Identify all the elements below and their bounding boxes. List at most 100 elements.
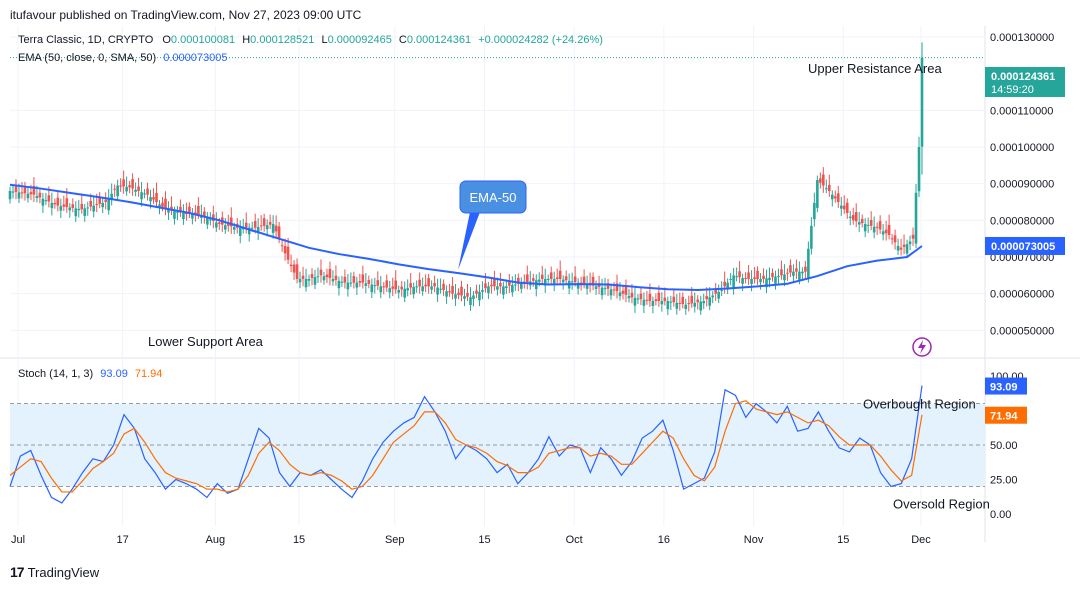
candle-body bbox=[729, 279, 732, 280]
candle-body bbox=[863, 224, 867, 232]
candle-body bbox=[74, 208, 78, 217]
candle-body bbox=[678, 302, 682, 304]
candle-body bbox=[744, 278, 747, 280]
candle-body bbox=[352, 276, 356, 283]
candle-body bbox=[313, 277, 317, 285]
candle-body bbox=[636, 298, 640, 300]
candle-body bbox=[397, 290, 401, 293]
candle-body bbox=[59, 206, 63, 211]
candle-body bbox=[666, 301, 670, 310]
candle-body bbox=[215, 222, 218, 228]
candle-body bbox=[44, 200, 48, 202]
candle-body bbox=[804, 266, 807, 272]
candle-body bbox=[621, 290, 625, 294]
candle-body bbox=[487, 286, 490, 294]
candle-body bbox=[478, 291, 481, 301]
candle-body bbox=[206, 217, 209, 225]
candle-body bbox=[247, 227, 251, 235]
candle-body bbox=[80, 203, 84, 210]
candle-body bbox=[289, 264, 293, 267]
symbol-legend: Terra Classic, 1D, CRYPTO O0.000100081 H… bbox=[18, 34, 603, 46]
candle-body bbox=[807, 248, 810, 279]
candle-body bbox=[337, 280, 341, 289]
candle-body bbox=[537, 279, 541, 282]
candle-body bbox=[194, 212, 197, 215]
candle-body bbox=[286, 246, 290, 260]
candle-body bbox=[128, 185, 131, 188]
candle-body bbox=[582, 276, 586, 284]
candle-body bbox=[573, 276, 577, 283]
candle-body bbox=[505, 286, 508, 288]
candle-body bbox=[232, 227, 236, 230]
candle-body bbox=[119, 185, 122, 187]
high-value: 0.000128521 bbox=[250, 34, 315, 46]
candle-body bbox=[41, 198, 45, 206]
stoch-tick-label: 0.00 bbox=[990, 509, 1011, 521]
candle-body bbox=[762, 275, 765, 279]
candle-body bbox=[540, 274, 544, 279]
time-tick-label: Dec bbox=[911, 534, 931, 546]
candle-body bbox=[711, 295, 714, 298]
candle-body bbox=[896, 246, 900, 251]
candle-body bbox=[161, 202, 164, 207]
candle-body bbox=[857, 222, 861, 225]
candle-body bbox=[726, 282, 729, 290]
candle-body bbox=[717, 291, 720, 299]
candle-body bbox=[400, 286, 404, 290]
candle-body bbox=[579, 282, 583, 284]
candle-body bbox=[585, 284, 589, 289]
candle-body bbox=[191, 213, 194, 219]
candle-body bbox=[708, 297, 711, 306]
candle-body bbox=[203, 211, 206, 217]
stoch-k-badge bbox=[985, 377, 1027, 395]
ema-callout-label: EMA-50 bbox=[470, 190, 517, 205]
candle-body bbox=[561, 279, 565, 283]
candle-body bbox=[77, 208, 81, 211]
candle-body bbox=[848, 216, 852, 218]
candle-body bbox=[663, 297, 667, 301]
upper-resistance-label: Upper Resistance Area bbox=[808, 61, 942, 76]
change-value: +0.000024282 (+24.26%) bbox=[478, 34, 603, 46]
candle-body bbox=[394, 280, 398, 290]
price-tick-label: 0.000130000 bbox=[990, 32, 1054, 44]
candle-body bbox=[810, 225, 813, 249]
candle-body bbox=[328, 268, 332, 279]
candle-body bbox=[917, 147, 921, 192]
price-tick-label: 0.000110000 bbox=[990, 105, 1053, 117]
candle-body bbox=[780, 269, 783, 276]
candle-body bbox=[149, 197, 152, 202]
candle-body bbox=[753, 277, 756, 279]
candle-body bbox=[340, 281, 344, 283]
candle-body bbox=[830, 194, 834, 200]
candle-body bbox=[334, 275, 338, 280]
candle-body bbox=[86, 207, 90, 209]
close-value: 0.000124361 bbox=[406, 34, 472, 46]
candle-body bbox=[496, 286, 499, 290]
candle-body bbox=[603, 288, 607, 290]
stoch-legend: Stoch (14, 1, 3) 93.09 71.94 bbox=[18, 368, 162, 380]
candle-body bbox=[735, 276, 738, 278]
candle-body bbox=[316, 276, 320, 278]
price-tick-label: 0.000090000 bbox=[990, 179, 1054, 191]
candle-body bbox=[618, 292, 622, 297]
candle-body bbox=[283, 246, 287, 254]
candle-body bbox=[137, 186, 140, 191]
candle-body bbox=[851, 215, 855, 221]
candle-body bbox=[881, 231, 885, 235]
candle-body bbox=[95, 204, 99, 206]
candle-body bbox=[920, 57, 924, 147]
candle-body bbox=[271, 224, 275, 233]
candle-body bbox=[445, 291, 448, 297]
candle-body bbox=[759, 279, 762, 283]
candle-body bbox=[887, 224, 891, 235]
candle-body bbox=[89, 200, 93, 207]
candle-body bbox=[349, 282, 353, 284]
candle-body bbox=[226, 223, 230, 226]
candle-body bbox=[860, 218, 864, 224]
candle-body bbox=[442, 283, 445, 290]
candle-body bbox=[83, 208, 87, 216]
candle-body bbox=[642, 299, 646, 306]
candle-body bbox=[238, 227, 242, 236]
candle-body bbox=[406, 288, 409, 291]
open-label: O bbox=[162, 34, 171, 46]
